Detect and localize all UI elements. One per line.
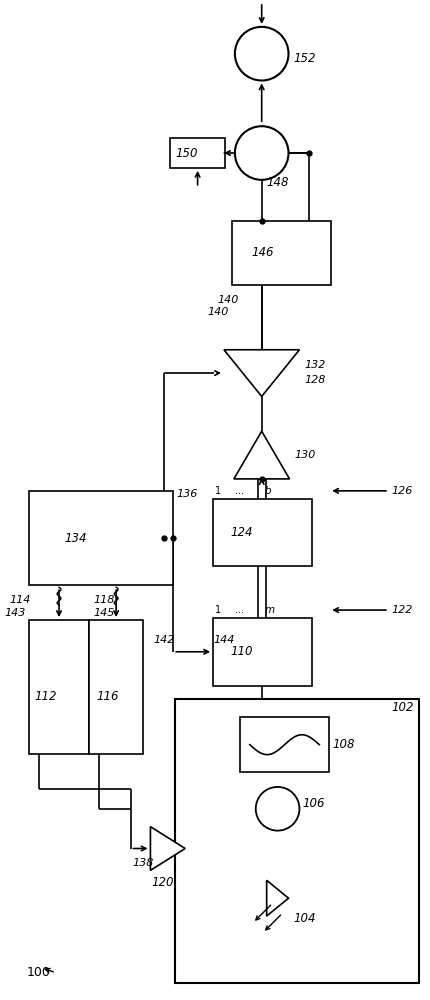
Text: 102: 102 — [391, 701, 414, 714]
Text: 138: 138 — [132, 858, 154, 868]
Bar — [175, 699, 419, 983]
Text: 124: 124 — [231, 526, 253, 539]
Text: 130: 130 — [295, 450, 316, 460]
Text: 134: 134 — [64, 532, 86, 545]
Text: 142: 142 — [154, 635, 175, 645]
Text: 152: 152 — [294, 52, 316, 65]
Text: 145: 145 — [94, 608, 115, 618]
Bar — [213, 618, 312, 686]
Text: 150: 150 — [175, 147, 198, 160]
Text: 136: 136 — [176, 489, 198, 499]
Text: ...: ... — [235, 605, 244, 615]
Text: 110: 110 — [231, 645, 253, 658]
Text: 143: 143 — [4, 608, 26, 618]
Bar — [213, 499, 312, 566]
Text: 114: 114 — [9, 595, 31, 605]
Text: ...: ... — [235, 486, 244, 496]
Text: 104: 104 — [294, 912, 316, 925]
Bar — [170, 138, 225, 168]
Text: m: m — [265, 605, 275, 615]
Text: 148: 148 — [267, 176, 289, 189]
Text: 120: 120 — [152, 876, 174, 889]
Text: 112: 112 — [34, 690, 57, 703]
Text: 128: 128 — [304, 375, 326, 385]
Polygon shape — [150, 827, 185, 870]
Text: 1: 1 — [215, 605, 221, 615]
Bar — [29, 491, 173, 585]
Bar — [29, 620, 89, 754]
Polygon shape — [234, 431, 289, 479]
Text: b: b — [265, 486, 271, 496]
Text: 1: 1 — [215, 486, 221, 496]
Text: 132: 132 — [304, 360, 326, 370]
Text: 116: 116 — [97, 690, 119, 703]
Circle shape — [235, 27, 289, 81]
Polygon shape — [224, 350, 299, 396]
Circle shape — [235, 126, 289, 180]
Bar — [240, 717, 329, 772]
Text: 140: 140 — [217, 295, 238, 305]
Text: 122: 122 — [392, 605, 413, 615]
Text: 118: 118 — [94, 595, 115, 605]
Text: 106: 106 — [302, 797, 325, 810]
Text: 146: 146 — [252, 246, 274, 259]
Text: 144: 144 — [213, 635, 234, 645]
Bar — [232, 221, 331, 285]
Text: 108: 108 — [332, 738, 355, 751]
Circle shape — [256, 787, 299, 831]
Bar — [89, 620, 144, 754]
Text: 126: 126 — [392, 486, 413, 496]
Text: 140: 140 — [207, 307, 228, 317]
Polygon shape — [267, 880, 289, 916]
Text: 100: 100 — [26, 966, 50, 979]
